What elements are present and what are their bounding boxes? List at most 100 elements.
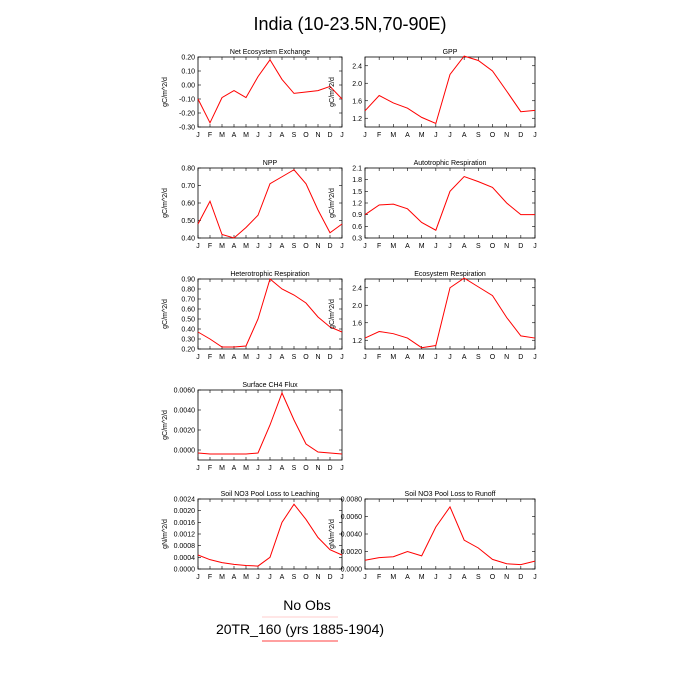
x-tick-label: A xyxy=(405,132,410,139)
y-tick-label: 0.60 xyxy=(181,201,195,208)
x-tick-label: M xyxy=(390,574,396,581)
plot-frame xyxy=(197,56,343,128)
panel-title: Heterotrophic Respiration xyxy=(230,271,309,278)
x-tick-label: M xyxy=(219,132,225,139)
x-tick-label: J xyxy=(256,574,260,581)
x-tick-label: A xyxy=(232,243,237,250)
x-tick-label: J xyxy=(196,574,200,581)
y-tick-label: 0.70 xyxy=(181,297,195,304)
x-tick-label: M xyxy=(243,354,249,361)
x-tick-label: J xyxy=(533,243,537,250)
y-tick-label: 0.0040 xyxy=(341,532,363,539)
x-tick-label: S xyxy=(476,574,481,581)
plot-frame xyxy=(364,498,536,570)
y-tick-label: 2.4 xyxy=(352,63,362,70)
series-line xyxy=(364,505,536,566)
page-title: India (10-23.5N,70-90E) xyxy=(253,14,446,34)
y-tick-label: 0.00 xyxy=(181,83,195,90)
x-tick-label: J xyxy=(196,465,200,472)
x-tick-label: F xyxy=(377,574,381,581)
x-tick-label: F xyxy=(377,243,381,250)
x-tick-label: O xyxy=(490,354,496,361)
x-tick-label: O xyxy=(490,243,496,250)
x-tick-label: J xyxy=(268,243,272,250)
chart-panel-7: Soil NO3 Pool Loss to Leaching gN/m^2/d 0.… xyxy=(162,491,344,581)
x-tick-label: N xyxy=(504,354,509,361)
y-tick-label: 0.80 xyxy=(181,166,195,173)
x-tick-label: D xyxy=(518,354,523,361)
y-tick-label: -0.30 xyxy=(179,125,195,132)
x-tick-label: J xyxy=(363,574,367,581)
x-tick-label: J xyxy=(448,243,452,250)
series-line xyxy=(197,278,343,348)
x-tick-label: D xyxy=(327,132,332,139)
x-tick-label: S xyxy=(292,354,297,361)
panel-title: Net Ecosystem Exchange xyxy=(230,49,310,56)
y-tick-label: 1.2 xyxy=(352,116,362,123)
y-tick-label: 0.0008 xyxy=(174,543,196,550)
x-tick-label: M xyxy=(243,243,249,250)
y-tick-label: 0.0060 xyxy=(174,388,196,395)
x-tick-label: J xyxy=(268,465,272,472)
plot-frame xyxy=(197,278,343,350)
x-tick-label: J xyxy=(256,465,260,472)
x-tick-label: J xyxy=(363,243,367,250)
chart-panel-5: Ecosystem Respiration gC/m^2/d 2.4 2.0 1.6 1.… xyxy=(329,271,537,361)
x-tick-label: J xyxy=(196,354,200,361)
x-tick-label: J xyxy=(196,132,200,139)
plot-frame xyxy=(364,167,536,239)
x-tick-label: J xyxy=(268,574,272,581)
x-tick-label: A xyxy=(280,132,285,139)
y-tick-label: 2.4 xyxy=(352,285,362,292)
x-tick-label: A xyxy=(232,132,237,139)
y-tick-label: 2.1 xyxy=(352,166,362,173)
x-tick-label: J xyxy=(363,132,367,139)
x-tick-label: S xyxy=(476,354,481,361)
y-tick-label: 0.0016 xyxy=(174,520,196,527)
x-tick-label: M xyxy=(219,574,225,581)
x-tick-label: M xyxy=(419,243,425,250)
x-tick-label: J xyxy=(256,354,260,361)
x-tick-label: M xyxy=(419,132,425,139)
legend: No Obs 20TR_160 (yrs 1885-1904) xyxy=(216,597,384,642)
x-tick-label: J xyxy=(533,132,537,139)
x-tick-label: F xyxy=(208,132,212,139)
y-tick-label: 0.40 xyxy=(181,236,195,243)
x-tick-label: S xyxy=(292,465,297,472)
y-tick-label: 0.50 xyxy=(181,317,195,324)
chart-panel-6: Surface CH4 Flux gC/m^2/d 0.0060 0.0040 0.00… xyxy=(162,382,344,472)
series-line xyxy=(197,391,343,455)
x-tick-label: A xyxy=(405,243,410,250)
x-tick-label: N xyxy=(504,243,509,250)
series-line xyxy=(197,169,343,239)
x-tick-label: J xyxy=(533,574,537,581)
series-line xyxy=(364,55,536,125)
y-tick-label: 0.0012 xyxy=(174,532,196,539)
y-tick-label: 0.60 xyxy=(181,307,195,314)
panel-title: NPP xyxy=(263,160,278,167)
plot-frame xyxy=(197,498,343,570)
x-tick-label: J xyxy=(434,574,438,581)
x-tick-label: J xyxy=(340,574,344,581)
panel-title: Autotrophic Respiration xyxy=(414,160,487,167)
x-tick-label: M xyxy=(219,243,225,250)
x-tick-label: D xyxy=(327,574,332,581)
y-tick-label: -0.10 xyxy=(179,97,195,104)
panel-title: Soil NO3 Pool Loss to Leaching xyxy=(221,491,320,498)
y-axis-label: gC/m^2/d xyxy=(329,77,336,107)
x-tick-label: A xyxy=(232,465,237,472)
chart-panel-3: Autotrophic Respiration gC/m^2/d 2.1 1.8 1.5… xyxy=(329,160,537,250)
x-tick-label: M xyxy=(419,354,425,361)
y-tick-label: 0.0004 xyxy=(174,555,196,562)
x-tick-label: N xyxy=(315,465,320,472)
chart-panel-4: Heterotrophic Respiration gC/m^2/d 0.90 0.8… xyxy=(162,271,344,361)
x-tick-label: J xyxy=(196,243,200,250)
chart-panel-8: Soil NO3 Pool Loss to Runoff gN/m^2/d 0.00… xyxy=(329,491,537,581)
x-tick-label: M xyxy=(390,243,396,250)
x-tick-label: D xyxy=(327,243,332,250)
y-tick-label: 0.30 xyxy=(181,337,195,344)
y-tick-label: 1.2 xyxy=(352,338,362,345)
y-tick-label: 1.8 xyxy=(352,177,362,184)
x-tick-label: J xyxy=(340,465,344,472)
x-tick-label: O xyxy=(490,132,496,139)
